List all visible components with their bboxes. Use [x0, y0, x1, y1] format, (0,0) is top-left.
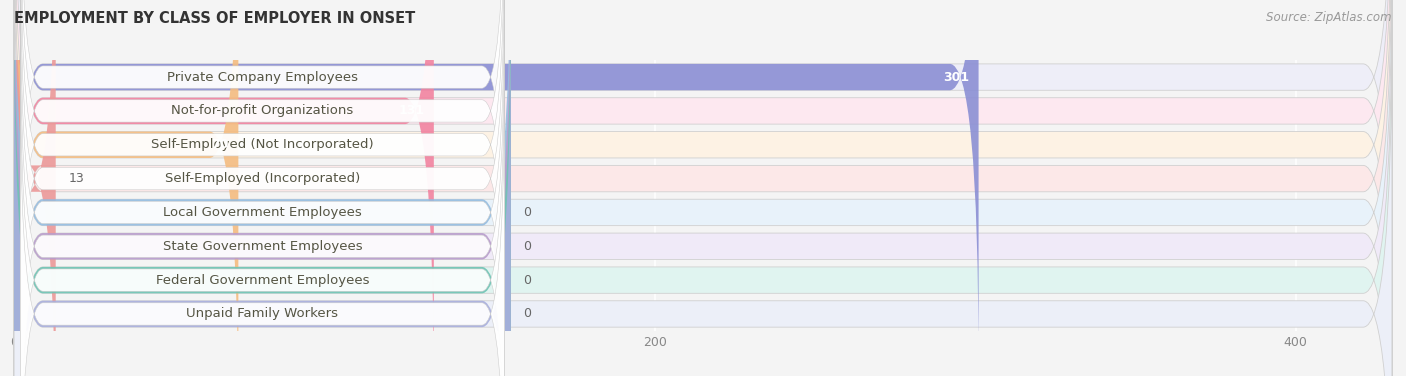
- FancyBboxPatch shape: [21, 21, 505, 376]
- FancyBboxPatch shape: [14, 0, 979, 368]
- Text: 0: 0: [523, 274, 531, 287]
- FancyBboxPatch shape: [14, 0, 1392, 376]
- Text: Not-for-profit Organizations: Not-for-profit Organizations: [172, 105, 353, 117]
- Text: 0: 0: [523, 206, 531, 219]
- Text: Local Government Employees: Local Government Employees: [163, 206, 361, 219]
- FancyBboxPatch shape: [14, 0, 510, 376]
- FancyBboxPatch shape: [14, 0, 1392, 376]
- Text: Private Company Employees: Private Company Employees: [167, 71, 359, 83]
- FancyBboxPatch shape: [21, 0, 505, 376]
- FancyBboxPatch shape: [14, 0, 1392, 368]
- FancyBboxPatch shape: [21, 88, 505, 376]
- Text: 13: 13: [69, 172, 84, 185]
- Text: Self-Employed (Incorporated): Self-Employed (Incorporated): [165, 172, 360, 185]
- Text: State Government Employees: State Government Employees: [163, 240, 363, 253]
- FancyBboxPatch shape: [14, 0, 510, 376]
- Text: Source: ZipAtlas.com: Source: ZipAtlas.com: [1267, 11, 1392, 24]
- Text: EMPLOYMENT BY CLASS OF EMPLOYER IN ONSET: EMPLOYMENT BY CLASS OF EMPLOYER IN ONSET: [14, 11, 415, 26]
- Text: 0: 0: [523, 308, 531, 320]
- FancyBboxPatch shape: [21, 0, 505, 370]
- FancyBboxPatch shape: [21, 0, 505, 303]
- Text: Self-Employed (Not Incorporated): Self-Employed (Not Incorporated): [150, 138, 374, 151]
- FancyBboxPatch shape: [14, 0, 1392, 376]
- Text: Unpaid Family Workers: Unpaid Family Workers: [187, 308, 339, 320]
- FancyBboxPatch shape: [14, 0, 1392, 376]
- FancyBboxPatch shape: [21, 0, 505, 337]
- FancyBboxPatch shape: [14, 0, 1392, 376]
- Text: Federal Government Employees: Federal Government Employees: [156, 274, 370, 287]
- FancyBboxPatch shape: [14, 0, 1392, 376]
- FancyBboxPatch shape: [21, 55, 505, 376]
- FancyBboxPatch shape: [14, 0, 434, 376]
- Text: 70: 70: [211, 138, 229, 151]
- FancyBboxPatch shape: [21, 0, 505, 376]
- Text: 301: 301: [943, 71, 969, 83]
- FancyBboxPatch shape: [14, 0, 56, 376]
- FancyBboxPatch shape: [14, 23, 510, 376]
- Text: 131: 131: [398, 105, 425, 117]
- FancyBboxPatch shape: [14, 23, 1392, 376]
- Text: 0: 0: [523, 240, 531, 253]
- FancyBboxPatch shape: [14, 0, 239, 376]
- FancyBboxPatch shape: [14, 0, 510, 376]
